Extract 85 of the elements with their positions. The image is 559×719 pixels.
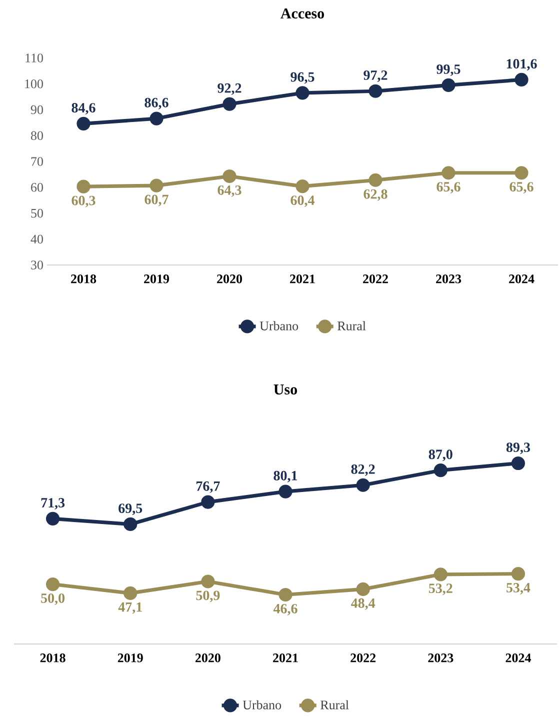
data-label: 69,5 bbox=[118, 504, 142, 516]
data-label: 82,2 bbox=[351, 464, 375, 476]
point bbox=[76, 180, 90, 194]
y-tick-label: 60 bbox=[31, 182, 43, 192]
data-label: 47,1 bbox=[118, 602, 142, 614]
data-label: 87,0 bbox=[428, 450, 452, 462]
x-tick-label: 2020 bbox=[217, 274, 242, 284]
data-label: 80,1 bbox=[274, 470, 298, 482]
data-label: 97,2 bbox=[364, 70, 388, 82]
legend-label: Rural bbox=[320, 700, 349, 710]
point bbox=[442, 166, 456, 180]
point bbox=[356, 582, 370, 596]
y-tick-label: 30 bbox=[31, 260, 43, 270]
x-tick-label: 2022 bbox=[363, 274, 388, 284]
data-label: 60,4 bbox=[290, 196, 314, 208]
data-label: 92,2 bbox=[218, 83, 242, 95]
y-tick-label: 80 bbox=[30, 131, 43, 140]
chart-title: Uso bbox=[274, 384, 297, 394]
point bbox=[222, 97, 236, 111]
point bbox=[356, 478, 370, 492]
data-label: 89,3 bbox=[506, 442, 530, 454]
point bbox=[442, 78, 456, 92]
point bbox=[278, 588, 292, 602]
point bbox=[296, 180, 310, 194]
data-label: 60,3 bbox=[72, 196, 96, 208]
data-label: 64,3 bbox=[218, 185, 242, 197]
point bbox=[278, 484, 292, 498]
point bbox=[222, 169, 236, 184]
data-label: 99,5 bbox=[436, 64, 460, 76]
x-tick-label: 2018 bbox=[40, 654, 66, 662]
x-tick-label: 2024 bbox=[506, 654, 531, 662]
y-tick-label: 110 bbox=[26, 54, 43, 62]
y-tick-label: 90 bbox=[30, 105, 43, 114]
x-tick-label: 2019 bbox=[144, 274, 170, 284]
data-label: 76,7 bbox=[196, 481, 220, 493]
data-label: 50,9 bbox=[196, 590, 220, 602]
x-tick-label: 2024 bbox=[509, 274, 534, 284]
x-tick-label: 2023 bbox=[428, 654, 454, 662]
data-label: 48,4 bbox=[351, 598, 376, 610]
point bbox=[76, 116, 90, 131]
data-label: 62,8 bbox=[364, 189, 388, 201]
data-label: 86,6 bbox=[144, 98, 168, 110]
x-tick-label: 2020 bbox=[195, 654, 220, 662]
point bbox=[150, 112, 164, 126]
point bbox=[296, 86, 310, 100]
x-tick-label: 2023 bbox=[436, 274, 462, 284]
data-label: 65,6 bbox=[510, 182, 534, 194]
data-label: 50,0 bbox=[41, 593, 65, 605]
point bbox=[46, 577, 60, 592]
point bbox=[368, 84, 382, 98]
y-tick-label: 40 bbox=[30, 234, 43, 244]
data-label: 53,4 bbox=[506, 583, 530, 594]
legend-label: Urbano bbox=[260, 321, 298, 330]
y-tick-label: 50 bbox=[31, 208, 43, 218]
data-label: 84,6 bbox=[72, 103, 96, 115]
x-tick-label: 2021 bbox=[273, 654, 298, 662]
data-label: 96,5 bbox=[290, 72, 314, 84]
point bbox=[511, 456, 526, 470]
x-tick-label: 2018 bbox=[71, 274, 96, 284]
point bbox=[124, 517, 138, 532]
point bbox=[124, 586, 138, 600]
data-label: 101,6 bbox=[506, 59, 537, 71]
legend-label: Rural bbox=[338, 321, 366, 330]
data-label: 60,7 bbox=[144, 194, 168, 206]
point bbox=[150, 178, 164, 192]
data-label: 65,6 bbox=[436, 182, 460, 194]
data-label: 53,2 bbox=[428, 584, 452, 596]
point bbox=[46, 512, 60, 526]
legend-label: Urbano bbox=[242, 700, 282, 710]
point bbox=[201, 495, 215, 509]
x-tick-label: 2021 bbox=[290, 274, 315, 284]
point bbox=[368, 173, 382, 187]
point bbox=[514, 72, 528, 87]
point bbox=[434, 568, 448, 582]
x-tick-label: 2022 bbox=[350, 654, 376, 662]
point bbox=[201, 574, 215, 588]
data-label: 46,6 bbox=[273, 604, 298, 616]
point bbox=[511, 567, 526, 581]
data-label: 71,3 bbox=[41, 498, 65, 510]
x-tick-label: 2019 bbox=[118, 654, 143, 662]
y-tick-label: 70 bbox=[31, 157, 43, 166]
chart-title: Acceso bbox=[280, 8, 324, 18]
point bbox=[514, 166, 528, 180]
point bbox=[434, 464, 448, 478]
y-tick-label: 100 bbox=[25, 79, 43, 88]
